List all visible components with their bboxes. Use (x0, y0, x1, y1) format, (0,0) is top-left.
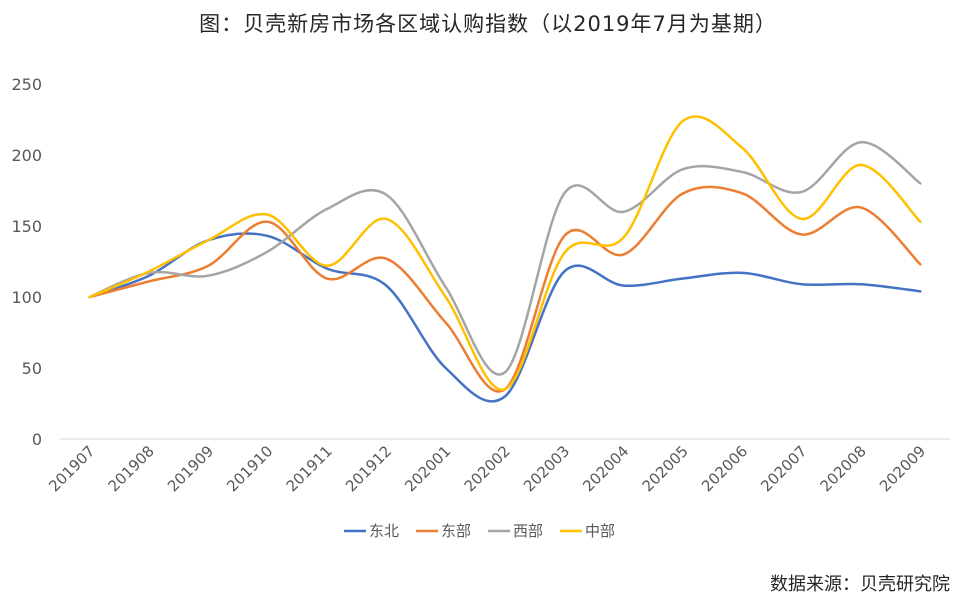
y-axis-labels: 0 50 100 150 200 250 (11, 75, 42, 449)
x-tick-label: 202008 (817, 442, 870, 495)
series-line-3 (88, 140, 922, 376)
y-tick-label: 200 (11, 146, 42, 165)
series-lines (88, 115, 922, 403)
legend-label: 东北 (369, 522, 399, 540)
x-tick-label: 201908 (105, 442, 158, 495)
chart-title: 图：贝壳新房市场各区域认购指数（以2019年7月为基期） (199, 12, 777, 36)
x-tick-label: 201911 (283, 442, 336, 495)
x-tick-label: 202001 (401, 442, 454, 495)
x-tick-label: 202009 (876, 442, 929, 495)
series-line-4 (88, 115, 922, 391)
source-note: 数据来源：贝壳研究院 (770, 574, 950, 595)
series-line-2 (88, 185, 922, 393)
x-tick-label: 202006 (698, 442, 751, 495)
y-tick-label: 150 (11, 217, 42, 236)
x-tick-label: 202002 (461, 442, 514, 495)
x-tick-label: 202005 (639, 442, 692, 495)
x-tick-label: 201912 (342, 442, 395, 495)
y-tick-label: 0 (32, 430, 42, 449)
x-tick-label: 202003 (520, 442, 573, 495)
legend-label: 西部 (513, 522, 543, 540)
x-tick-label: 201909 (164, 442, 217, 495)
x-axis-labels: 201907 201908 201909 201910 201911 201912 2020… (45, 442, 929, 495)
y-tick-label: 250 (11, 75, 42, 94)
y-tick-label: 100 (11, 288, 42, 307)
x-tick-label: 202007 (757, 442, 810, 495)
y-tick-label: 50 (22, 359, 42, 378)
x-tick-label: 202004 (579, 442, 632, 495)
x-tick-label: 201907 (45, 442, 98, 495)
x-tick-label: 201910 (223, 442, 276, 495)
legend: 东北 东部 西部 中部 (344, 522, 615, 540)
series-line-1 (88, 232, 922, 403)
legend-label: 东部 (441, 522, 471, 540)
legend-label: 中部 (585, 522, 615, 540)
